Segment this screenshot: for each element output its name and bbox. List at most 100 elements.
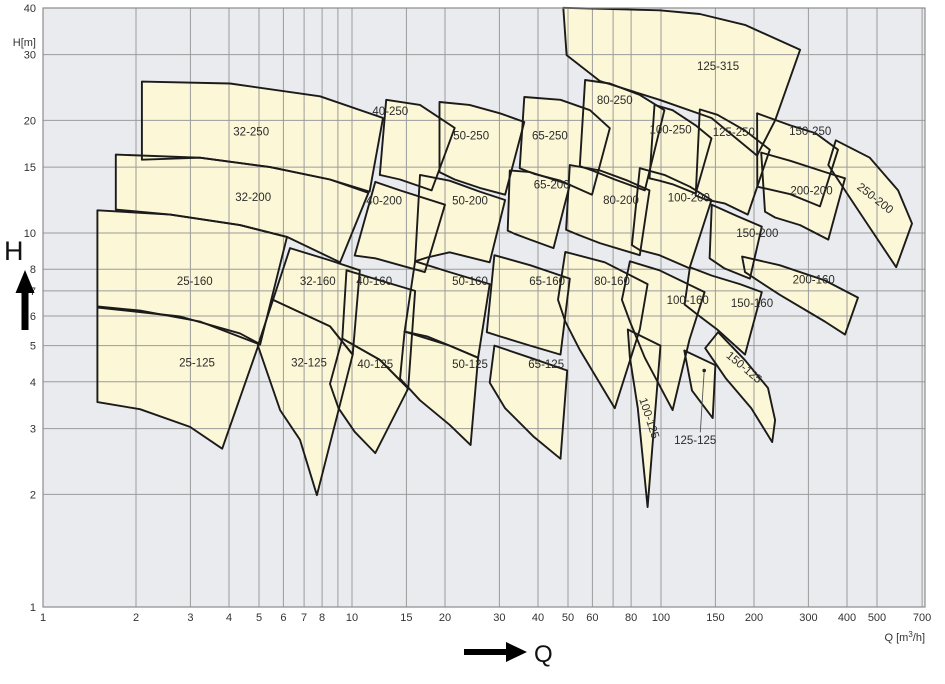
region-outline-80-250: [578, 79, 666, 192]
x-tick-10: 10: [346, 612, 358, 624]
region-outline-65-125: [488, 344, 569, 460]
x-tick-400: 400: [838, 612, 856, 624]
label-leader-dot: [702, 368, 706, 373]
x-tick-100: 100: [652, 612, 670, 624]
region-label-65-125: 65-125: [528, 359, 564, 371]
region-outline-125-250: [694, 108, 771, 216]
region-outline-150-160: [683, 266, 763, 356]
x-tick-80: 80: [625, 612, 637, 624]
region-label-32-250: 32-250: [233, 126, 269, 138]
plot-border: [42, 7, 926, 608]
x-tick-300: 300: [799, 612, 817, 624]
region-label-40-125: 40-125: [357, 359, 393, 371]
region-outline-50-200: [414, 173, 507, 264]
region-outlines: [96, 6, 913, 509]
region-outline-40-250: [378, 98, 456, 192]
region-outline-100-250: [648, 103, 713, 195]
region-label-32-160: 32-160: [300, 276, 336, 288]
region-fill-100-200: [631, 168, 712, 269]
region-label-80-160: 80-160: [594, 276, 630, 288]
x-tick-2: 2: [133, 612, 139, 624]
region-label-65-200: 65-200: [534, 179, 570, 191]
x-tick-60: 60: [586, 612, 598, 624]
region-label-80-250: 80-250: [597, 95, 633, 107]
region-label-40-250: 40-250: [372, 106, 408, 118]
region-outline-32-250: [140, 80, 384, 193]
region-outline-100-160: [620, 260, 706, 412]
x-tick-20: 20: [439, 612, 451, 624]
region-fill-250-200: [828, 140, 912, 268]
region-outline-125-125: [683, 349, 717, 420]
region-outline-200-200: [760, 151, 846, 241]
region-fill-32-200: [115, 154, 369, 263]
region-label-40-200: 40-200: [366, 196, 402, 208]
region-label-100-250: 100-250: [649, 125, 691, 137]
region-fill-50-125: [400, 331, 479, 446]
region-outline-150-125: [704, 331, 777, 444]
region-outline-50-250: [438, 101, 526, 196]
y-tick-5: 5: [30, 341, 36, 353]
region-outline-125-315: [562, 6, 802, 157]
region-label-32-125: 32-125: [291, 358, 327, 370]
region-label-65-250: 65-250: [532, 131, 568, 143]
x-tick-1: 1: [40, 612, 46, 624]
region-label-100-200: 100-200: [668, 192, 710, 204]
x-tick-500: 500: [868, 612, 886, 624]
y-tick-2: 2: [30, 489, 36, 501]
y-tick-20: 20: [24, 115, 36, 127]
region-outline-150-200: [708, 203, 763, 280]
region-fill-125-315: [563, 7, 801, 156]
y-tick-8: 8: [30, 264, 36, 276]
region-fill-100-160: [621, 261, 705, 411]
region-outline-250-200: [827, 139, 913, 269]
h-axis-up-arrow-icon: [15, 270, 35, 330]
region-outline-200-160: [741, 255, 859, 336]
region-fill-50-250: [439, 102, 525, 195]
region-label-200-160: 200-160: [793, 275, 835, 287]
region-outline-150-250: [756, 112, 839, 208]
x-tick-8: 8: [319, 612, 325, 624]
y-tick-4: 4: [30, 377, 36, 389]
region-fill-125-125: [684, 350, 716, 419]
x-tick-200: 200: [745, 612, 763, 624]
region-label-80-200: 80-200: [603, 195, 639, 207]
y-tick-15: 15: [24, 162, 36, 174]
region-label-25-160: 25-160: [177, 276, 213, 288]
region-outline-32-200: [114, 153, 370, 264]
region-label-150-250: 150-250: [789, 126, 831, 138]
x-tick-labels: 1 2 3 4 5 6 7 8 10 15 20 30 40 50 60 80 100 150 200 300 400 5…: [40, 612, 931, 624]
region-fill-65-200: [507, 170, 570, 249]
y-tick-1: 1: [30, 602, 36, 614]
x-tick-50: 50: [562, 612, 574, 624]
region-label-25-125: 25-125: [179, 358, 215, 370]
q-axis-letter: Q: [534, 641, 553, 668]
region-label-125-315: 125-315: [697, 61, 739, 73]
region-label-150-200: 150-200: [736, 228, 778, 240]
region-label-50-125: 50-125: [452, 359, 488, 371]
region-outline-65-160: [485, 254, 571, 356]
x-tick-6: 6: [280, 612, 286, 624]
x-tick-4: 4: [226, 612, 232, 624]
grid-lines: [43, 8, 925, 607]
x-tick-40: 40: [532, 612, 544, 624]
region-fill-25-125: [97, 307, 260, 449]
region-outline-40-200: [353, 180, 446, 274]
region-fill-150-160: [684, 267, 762, 355]
region-fill-40-250: [379, 99, 455, 191]
region-label-50-250: 50-250: [453, 131, 489, 143]
region-outline-32-160: [272, 247, 361, 356]
region-fill-150-125: [705, 332, 776, 443]
region-label-65-160: 65-160: [529, 276, 565, 288]
x-tick-15: 15: [400, 612, 412, 624]
h-axis-letter: H: [4, 236, 24, 266]
y-tick-30: 30: [24, 50, 36, 62]
region-fill-40-160: [342, 270, 416, 389]
y-axis-unit-label: H[m]: [13, 37, 36, 49]
x-tick-7: 7: [301, 612, 307, 624]
x-tick-5: 5: [256, 612, 262, 624]
region-label-150-160: 150-160: [731, 298, 773, 310]
region-fill-200-200: [761, 152, 845, 240]
y-tick-10: 10: [24, 228, 36, 240]
